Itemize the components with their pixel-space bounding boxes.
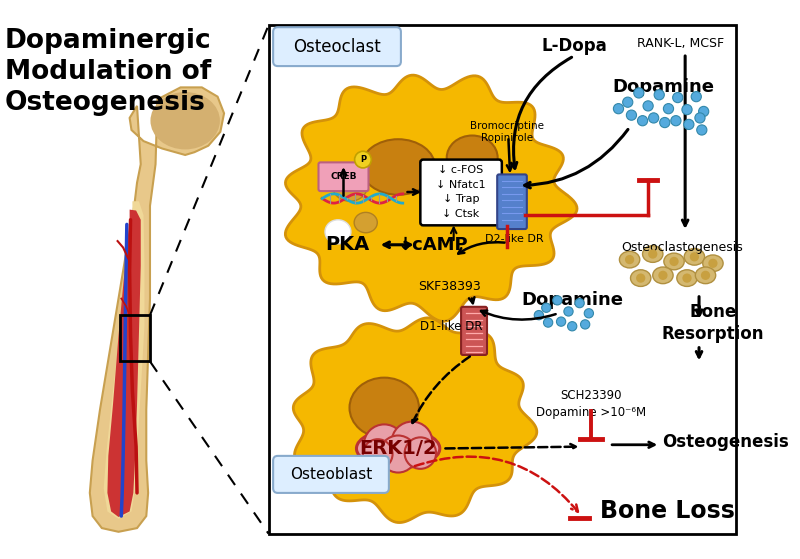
Circle shape [354,151,371,168]
Circle shape [626,110,637,120]
Circle shape [553,296,562,305]
Text: Dopamine: Dopamine [612,78,714,96]
Text: Osteoclast: Osteoclast [293,37,381,56]
Circle shape [543,318,553,327]
Circle shape [697,125,707,135]
Bar [269,25,736,534]
Circle shape [581,320,590,329]
Circle shape [557,317,566,326]
FancyBboxPatch shape [273,27,401,66]
Text: SCH23390
Dopamine >10⁻⁶M: SCH23390 Dopamine >10⁻⁶M [536,389,646,419]
Text: ERK1/2: ERK1/2 [359,439,437,458]
FancyBboxPatch shape [273,456,389,493]
Circle shape [643,101,654,111]
Circle shape [701,271,710,280]
Text: Osteogenesis: Osteogenesis [662,433,789,451]
Polygon shape [107,210,141,517]
Text: P: P [360,155,366,164]
Ellipse shape [325,220,351,244]
Polygon shape [104,201,145,519]
Circle shape [690,252,699,262]
Text: Bone Loss: Bone Loss [600,499,735,523]
FancyBboxPatch shape [420,160,502,225]
Circle shape [584,309,594,318]
FancyBboxPatch shape [461,307,487,355]
Circle shape [380,435,417,472]
Ellipse shape [630,270,651,286]
Circle shape [564,307,573,316]
Text: Dopaminergic
Modulation of
Osteogenesis: Dopaminergic Modulation of Osteogenesis [5,28,211,116]
Circle shape [708,259,718,268]
Polygon shape [294,318,537,523]
Circle shape [625,255,634,264]
Circle shape [649,113,658,123]
Text: RANK-L, MCSF: RANK-L, MCSF [637,37,724,50]
Ellipse shape [653,267,673,283]
Circle shape [364,424,405,465]
Text: Bone
Resorption: Bone Resorption [662,303,764,343]
Ellipse shape [664,253,684,270]
Text: D2-like DR: D2-like DR [485,234,543,244]
Ellipse shape [150,92,220,149]
Text: SKF38393: SKF38393 [418,280,481,293]
Circle shape [636,273,646,283]
Circle shape [670,116,681,126]
Text: ↓ c-FOS
↓ Nfatc1
↓ Trap
↓ Ctsk: ↓ c-FOS ↓ Nfatc1 ↓ Trap ↓ Ctsk [436,165,486,219]
FancyBboxPatch shape [318,162,369,191]
Circle shape [534,310,543,320]
Circle shape [405,437,436,469]
Circle shape [638,116,648,126]
Text: Osteoclastogenesis: Osteoclastogenesis [622,241,743,254]
Circle shape [567,321,577,331]
Circle shape [648,249,658,259]
Ellipse shape [350,378,419,438]
Ellipse shape [642,246,663,262]
Text: ↓cAMP: ↓cAMP [398,236,469,254]
Circle shape [634,88,644,98]
Circle shape [622,97,633,107]
Circle shape [682,105,692,115]
Text: Dopamine: Dopamine [521,291,623,309]
FancyArrowPatch shape [414,457,578,511]
Circle shape [658,271,667,280]
Circle shape [691,92,702,102]
Polygon shape [90,87,224,532]
Text: CREB: CREB [330,172,357,181]
Circle shape [673,92,683,103]
Text: Bromocriptine
Ropinirole: Bromocriptine Ropinirole [470,121,544,143]
Ellipse shape [695,267,716,283]
Circle shape [363,439,393,469]
Ellipse shape [446,135,498,180]
Ellipse shape [357,429,440,468]
Circle shape [698,106,709,116]
Circle shape [392,421,432,462]
FancyBboxPatch shape [497,174,527,229]
Polygon shape [286,75,577,321]
Circle shape [542,303,551,312]
Ellipse shape [677,270,697,286]
Circle shape [654,89,664,100]
Circle shape [614,103,623,114]
Circle shape [684,119,694,130]
Ellipse shape [702,255,723,272]
Bar [120,315,150,362]
Circle shape [695,113,705,123]
Ellipse shape [354,212,378,233]
Circle shape [682,273,692,283]
Circle shape [660,117,670,127]
Circle shape [663,103,674,114]
Circle shape [575,299,584,308]
Ellipse shape [684,249,705,265]
Ellipse shape [619,251,640,268]
Text: PKA: PKA [325,235,370,254]
Text: Osteoblast: Osteoblast [290,467,372,482]
Ellipse shape [361,139,435,195]
Circle shape [670,257,678,266]
Text: L-Dopa: L-Dopa [541,37,607,55]
Text: D1-like DR: D1-like DR [420,320,482,333]
Ellipse shape [332,170,367,201]
